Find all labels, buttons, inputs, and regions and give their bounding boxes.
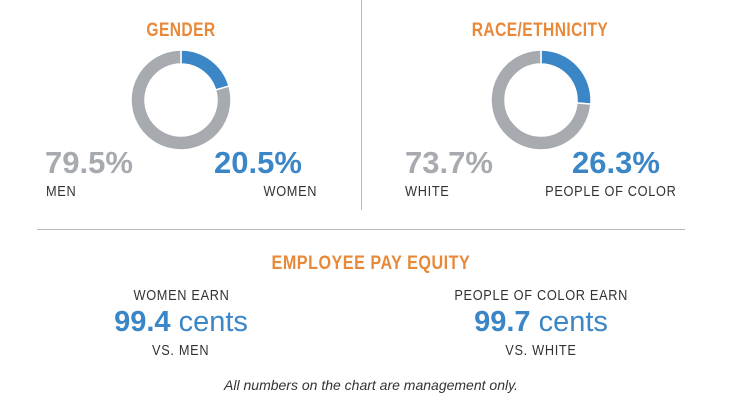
donut-slice-people-of-color	[540, 50, 591, 105]
race-donut-chart	[491, 50, 591, 150]
race-chart-title: RACE/ETHNICITY	[471, 20, 609, 41]
people-of-color-earn-label: PEOPLE OF COLOR EARN	[454, 287, 628, 304]
donut-slice-white	[491, 50, 591, 150]
women-caption: WOMEN	[263, 183, 317, 200]
vs-men-label: VS. MEN	[152, 342, 210, 359]
gender-chart-title: GENDER	[146, 20, 216, 41]
people-of-color-caption: PEOPLE OF COLOR	[545, 183, 677, 200]
donut-slice-men	[131, 50, 231, 150]
footnote: All numbers on the chart are management …	[224, 377, 518, 393]
women-earn-label: WOMEN EARN	[132, 287, 230, 304]
vs-white-label: VS. WHITE	[505, 342, 577, 359]
donut-slice-women	[180, 50, 230, 91]
men-caption: MEN	[46, 183, 77, 200]
people-of-color-pay-block: PEOPLE OF COLOR EARN 99.7 cents VS. WHIT…	[411, 288, 671, 358]
pay-equity-title: EMPLOYEE PAY EQUITY	[271, 253, 471, 274]
horizontal-divider	[37, 229, 685, 230]
white-caption: WHITE	[405, 183, 450, 200]
people-of-color-pay-value: 99.7 cents	[474, 306, 608, 338]
women-percent-label: 20.5%	[214, 145, 302, 180]
women-pay-value: 99.4 cents	[114, 306, 248, 338]
men-percent-label: 79.5%	[45, 145, 133, 180]
white-percent-label: 73.7%	[405, 145, 493, 180]
gender-donut-chart	[131, 50, 231, 150]
women-pay-block: WOMEN EARN 99.4 cents VS. MEN	[51, 288, 311, 358]
people-of-color-percent-label: 26.3%	[572, 145, 660, 180]
vertical-divider	[361, 0, 362, 210]
